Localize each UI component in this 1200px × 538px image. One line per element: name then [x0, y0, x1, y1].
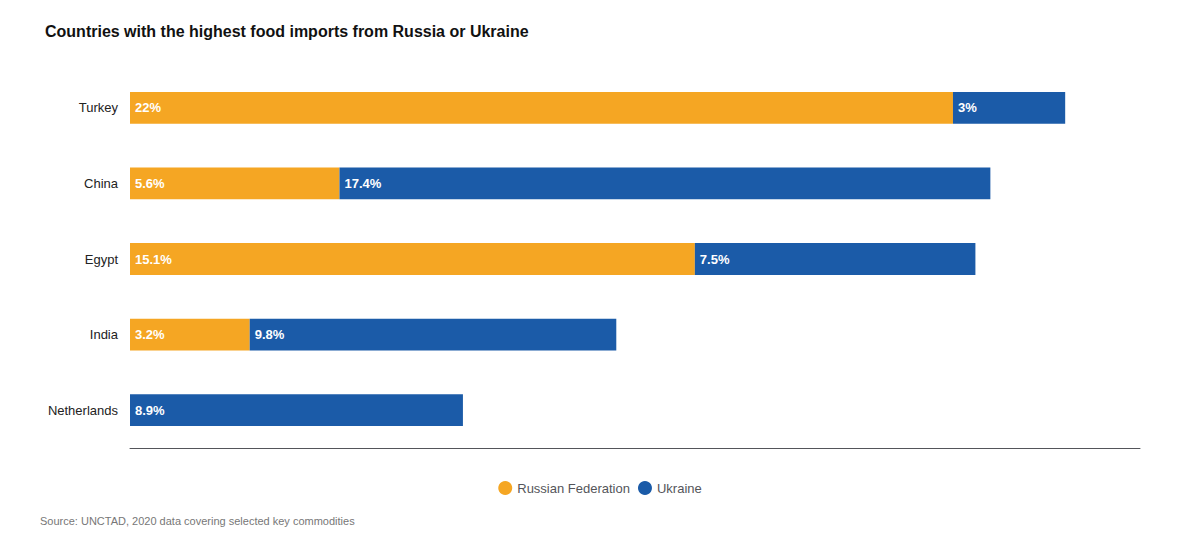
svg-text:Turkey: Turkey: [79, 100, 119, 115]
svg-text:7.5%: 7.5%: [700, 252, 730, 267]
svg-text:3.2%: 3.2%: [135, 327, 165, 342]
svg-text:Source: UNCTAD, 2020 data cove: Source: UNCTAD, 2020 data covering selec…: [40, 515, 355, 527]
svg-text:5.6%: 5.6%: [135, 176, 165, 191]
svg-text:15.1%: 15.1%: [135, 252, 172, 267]
svg-text:India: India: [90, 327, 119, 342]
svg-text:China: China: [84, 176, 119, 191]
svg-text:Netherlands: Netherlands: [48, 403, 119, 418]
svg-text:Russian Federation: Russian Federation: [517, 481, 630, 496]
svg-text:17.4%: 17.4%: [344, 176, 381, 191]
svg-text:Egypt: Egypt: [85, 252, 119, 267]
svg-text:22%: 22%: [135, 100, 161, 115]
svg-text:Countries with the highest foo: Countries with the highest food imports …: [45, 23, 529, 40]
svg-text:9.8%: 9.8%: [255, 327, 285, 342]
svg-text:3%: 3%: [958, 100, 977, 115]
svg-text:Ukraine: Ukraine: [657, 481, 702, 496]
svg-text:8.9%: 8.9%: [135, 403, 165, 418]
